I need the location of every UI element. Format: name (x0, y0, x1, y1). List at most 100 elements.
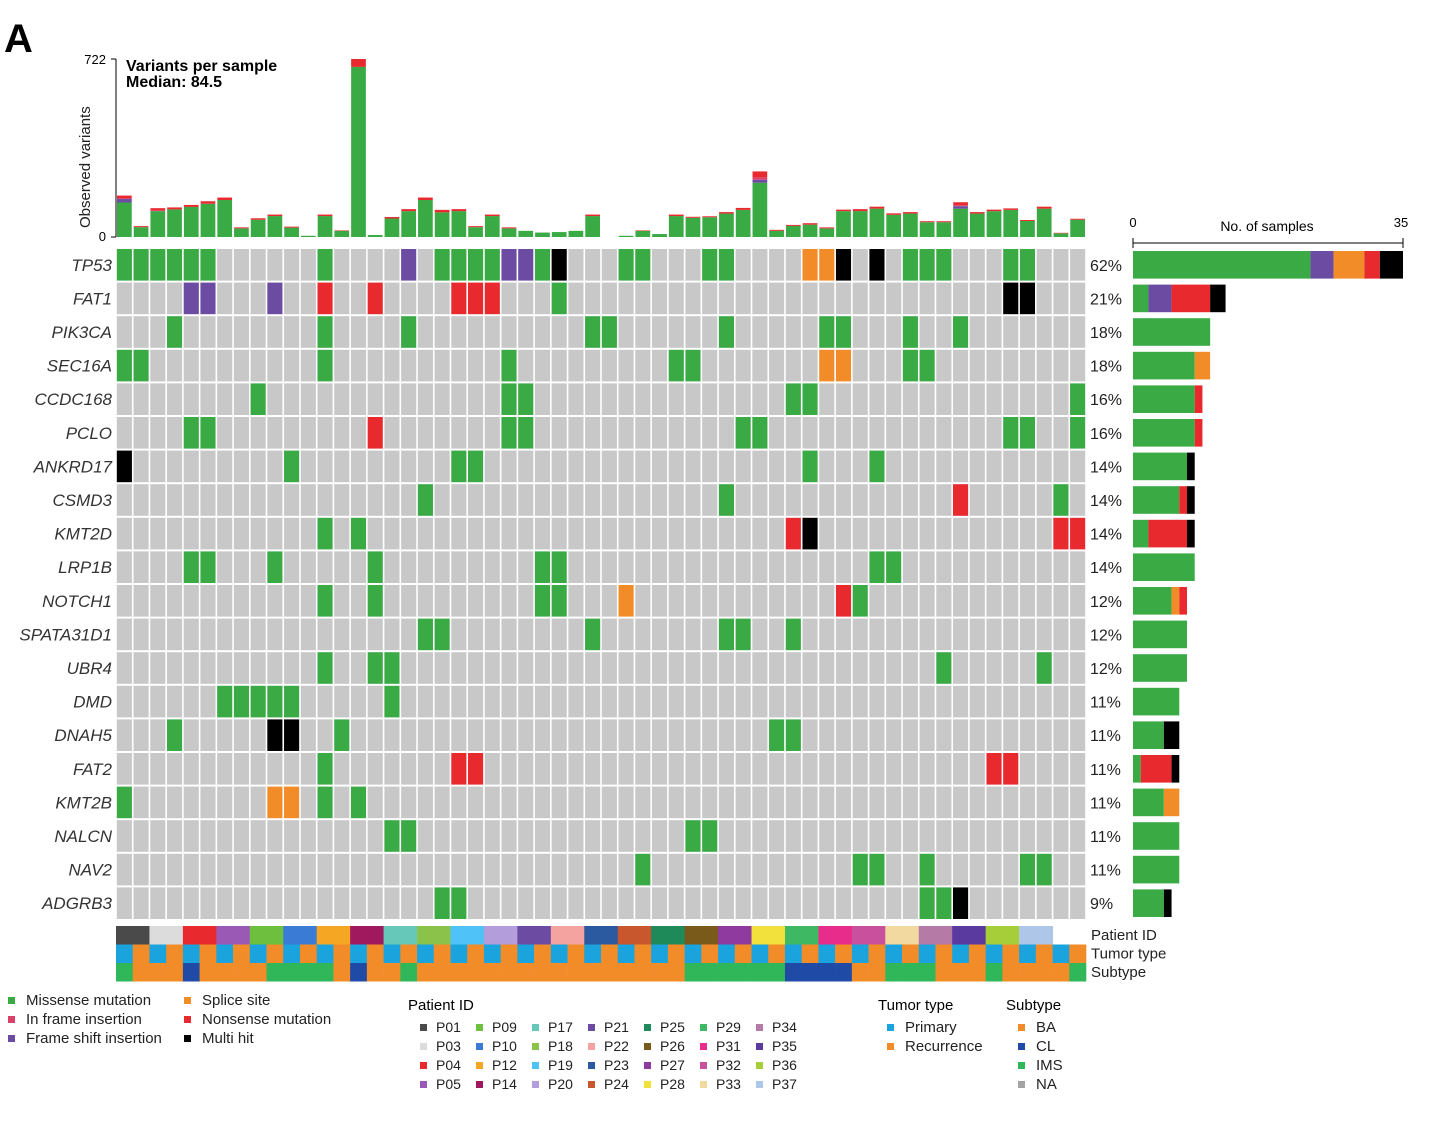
matrix-cell (167, 551, 182, 583)
right-bar-segment (1172, 587, 1180, 615)
matrix-cell (1070, 854, 1085, 886)
patient-swatch (700, 1062, 707, 1069)
top-bar-segment (351, 67, 366, 237)
matrix-cell (501, 719, 516, 751)
matrix-cell (736, 854, 751, 886)
matrix-cell (1070, 283, 1085, 315)
matrix-cell (150, 820, 165, 852)
matrix-cell (418, 484, 433, 516)
matrix-cell (836, 585, 851, 617)
matrix-cell (685, 619, 700, 651)
matrix-cell (585, 820, 600, 852)
matrix-cell (401, 686, 416, 718)
matrix-cell (1070, 417, 1085, 449)
matrix-cell (920, 451, 935, 483)
matrix-cell (334, 652, 349, 684)
matrix-cell (802, 518, 817, 550)
matrix-cell (936, 585, 951, 617)
matrix-cell (267, 652, 282, 684)
matrix-cell (619, 551, 634, 583)
matrix-cell (552, 820, 567, 852)
percent-label: 14% (1090, 560, 1122, 577)
matrix-cell (719, 652, 734, 684)
matrix-cell (418, 854, 433, 886)
matrix-cell (836, 451, 851, 483)
matrix-cell (869, 585, 884, 617)
tumor-track-cell (551, 945, 568, 964)
subtype-track-cell (768, 963, 785, 982)
subtype-track-cell (601, 963, 618, 982)
matrix-cell (1020, 585, 1035, 617)
matrix-cell (635, 887, 650, 919)
matrix-cell (150, 619, 165, 651)
matrix-cell (451, 719, 466, 751)
matrix-cell (1020, 316, 1035, 348)
matrix-cell (351, 652, 366, 684)
matrix-cell (853, 249, 868, 281)
matrix-cell (719, 249, 734, 281)
matrix-cell (986, 887, 1001, 919)
patient-label: P31 (716, 1038, 741, 1054)
top-bar-segment (150, 210, 165, 211)
percent-label: 14% (1090, 493, 1122, 510)
matrix-cell (384, 283, 399, 315)
matrix-cell (368, 719, 383, 751)
matrix-cell (786, 417, 801, 449)
matrix-cell (886, 686, 901, 718)
matrix-cell (1020, 383, 1035, 415)
matrix-cell (518, 652, 533, 684)
legend-label: Frame shift insertion (26, 1030, 162, 1047)
matrix-cell (970, 484, 985, 516)
matrix-cell (736, 887, 751, 919)
matrix-cell (384, 417, 399, 449)
matrix-cell (401, 854, 416, 886)
matrix-cell (435, 753, 450, 785)
matrix-cell (184, 854, 199, 886)
right-bar-segment (1334, 251, 1365, 279)
matrix-cell (485, 316, 500, 348)
matrix-cell (568, 383, 583, 415)
matrix-cell (117, 820, 132, 852)
matrix-cell (669, 484, 684, 516)
right-bar-segment (1195, 352, 1210, 380)
matrix-cell (719, 887, 734, 919)
matrix-cell (552, 753, 567, 785)
percent-label: 16% (1090, 426, 1122, 443)
matrix-cell (1070, 787, 1085, 819)
tumor-track-cell (1069, 945, 1086, 964)
right-bar-segment (1187, 520, 1195, 548)
top-bar-segment (870, 209, 885, 237)
matrix-cell (986, 753, 1001, 785)
matrix-cell (217, 350, 232, 382)
matrix-cell (619, 854, 634, 886)
top-bar-segment (987, 210, 1002, 211)
matrix-cell (451, 283, 466, 315)
matrix-cell (669, 854, 684, 886)
matrix-cell (1053, 854, 1068, 886)
matrix-cell (117, 686, 132, 718)
matrix-cell (736, 383, 751, 415)
matrix-cell (384, 518, 399, 550)
matrix-cell (769, 652, 784, 684)
matrix-cell (786, 854, 801, 886)
matrix-cell (552, 417, 567, 449)
track-label: Patient ID (1091, 927, 1157, 944)
matrix-cell (635, 686, 650, 718)
matrix-cell (886, 249, 901, 281)
matrix-cell (468, 383, 483, 415)
matrix-cell (251, 719, 266, 751)
right-bar-segment (1133, 285, 1148, 313)
patient-swatch (644, 1024, 651, 1031)
matrix-cell (903, 753, 918, 785)
matrix-cell (117, 417, 132, 449)
matrix-cell (217, 484, 232, 516)
matrix-cell (736, 652, 751, 684)
matrix-cell (535, 753, 550, 785)
matrix-cell (368, 887, 383, 919)
top-bar-segment (736, 210, 751, 237)
matrix-cell (836, 283, 851, 315)
patient-track-cell (651, 926, 685, 945)
matrix-cell (886, 585, 901, 617)
matrix-cell (619, 787, 634, 819)
subtype-track-cell (618, 963, 635, 982)
